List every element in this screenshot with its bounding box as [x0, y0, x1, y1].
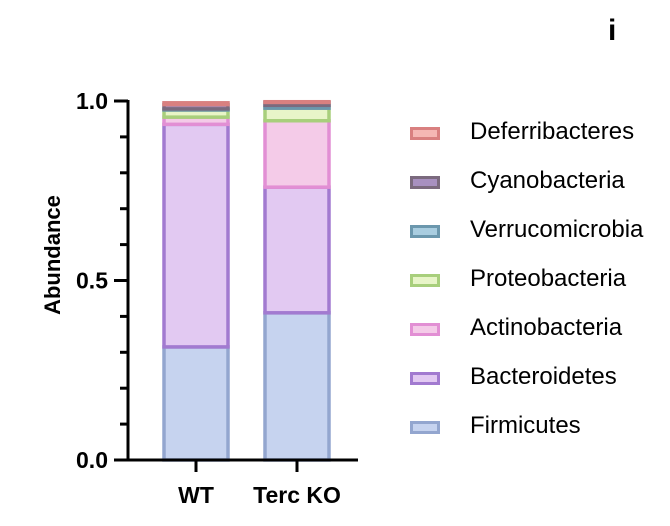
- bar-segment-terc-ko-bacteroidetes: [263, 185, 331, 315]
- legend-label: Verrucomicrobia: [470, 216, 644, 243]
- panel-label: i: [608, 14, 617, 47]
- bar-segment-wt-firmicutes: [162, 345, 230, 462]
- legend-label: Proteobacteria: [470, 265, 627, 292]
- legend-label: Cyanobacteria: [470, 167, 625, 194]
- legend-swatch: [410, 176, 440, 189]
- ticks-layer: 0.0 0.5 1.0 WT Terc KO: [76, 88, 341, 508]
- bar-segment-terc-ko-firmicutes: [263, 311, 331, 462]
- legend-label: Bacteroidetes: [470, 363, 617, 390]
- legend-swatch: [410, 323, 440, 336]
- bar-segment-terc-ko-proteobacteria: [263, 106, 331, 123]
- x-tick-label-terc-ko: Terc KO: [253, 482, 341, 508]
- bar-segment-wt-bacteroidetes: [162, 122, 230, 349]
- y-tick-label: 1.0: [76, 88, 108, 114]
- x-tick-label-wt: WT: [178, 482, 214, 508]
- y-axis-title: Abundance: [40, 195, 65, 315]
- legend-swatch: [410, 372, 440, 385]
- legend-swatch: [410, 225, 440, 238]
- legend-label: Deferribacteres: [470, 118, 635, 145]
- legend-label: Firmicutes: [470, 412, 581, 439]
- legend-label: Actinobacteria: [470, 314, 623, 341]
- bar-segment-terc-ko-deferribacteres: [263, 99, 331, 105]
- y-tick-label: 0.0: [76, 447, 108, 473]
- legend-swatch: [410, 127, 440, 140]
- bars-layer: [162, 99, 331, 462]
- bar-segment-wt-deferribacteres: [162, 101, 230, 107]
- y-tick-label: 0.5: [76, 268, 108, 294]
- bar-segment-terc-ko-actinobacteria: [263, 118, 331, 189]
- legend-swatch: [410, 274, 440, 287]
- legend-swatch: [410, 421, 440, 434]
